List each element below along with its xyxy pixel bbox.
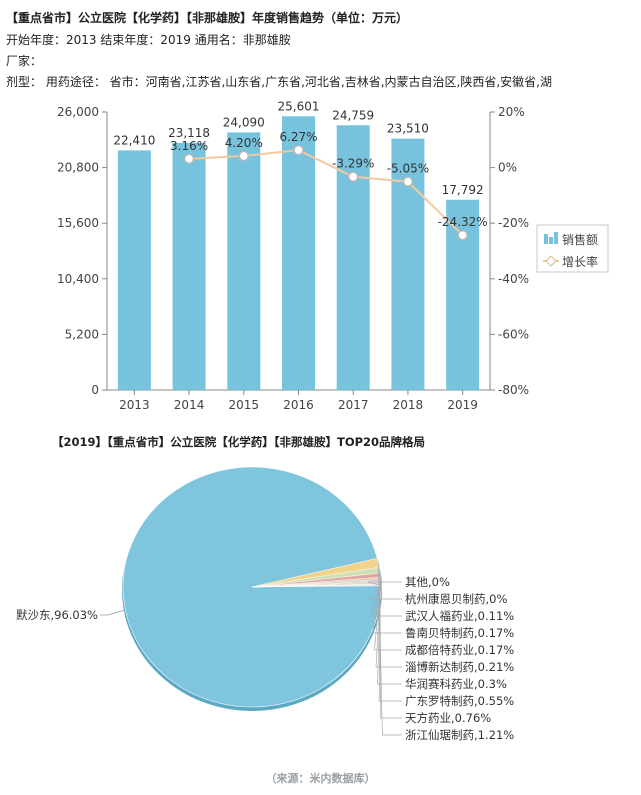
factory-filter: 厂家： — [6, 54, 43, 68]
pie-label: 其他,0% — [405, 575, 450, 589]
pie-leader-line — [378, 562, 402, 736]
pie-label: 成都倍特药业,0.17% — [405, 643, 514, 657]
sales-trend-chart: 0 5,200 10,400 15,600 20,800 26,000 -80% -60% -4… — [57, 99, 609, 412]
pie-label: 天方药业,0.76% — [405, 711, 491, 725]
pie-leader-line — [367, 581, 402, 586]
report-meta: 开始年度：2013 结束年度：2019 通用名：非那雄胺 — [6, 33, 291, 47]
right-axis-tick-label: -60% — [498, 327, 529, 341]
right-axis-tick-label: -40% — [498, 272, 529, 286]
left-axis-tick-label: 15,600 — [57, 216, 99, 230]
right-axis-tick-label: -20% — [498, 216, 529, 230]
legend-label-growth: 增长率 — [562, 254, 598, 269]
x-axis-tick-label: 2016 — [283, 398, 314, 412]
right-axis-tick-label: 20% — [498, 105, 525, 119]
growth-rate-point — [238, 150, 250, 162]
growth-rate-point — [183, 153, 195, 165]
bar-value-label: 17,792 — [442, 183, 484, 197]
bar-2017 — [336, 125, 370, 390]
legend-line-marker — [545, 255, 557, 267]
bar-2013 — [117, 150, 151, 390]
pie-leader-line — [372, 582, 402, 634]
pie-leader-line — [379, 570, 402, 719]
pie-title: 【2019】【重点省市】公立医院【化学药】【非那雄胺】TOP20品牌格局 — [52, 435, 426, 449]
brand-share-pie-chart: 默沙东,96.03% 其他,0% 杭州康恩贝制药,0% 武汉人福药业,0.11% 鲁南贝… — [16, 466, 514, 742]
bar-2014 — [172, 142, 206, 390]
pie-label: 默沙东,96.03% — [16, 608, 98, 622]
pie-leader-line — [378, 575, 402, 702]
growth-rate-label: -24.32% — [438, 215, 488, 229]
pie-leader-line — [100, 609, 126, 616]
right-axis-tick-label: 0% — [498, 161, 517, 175]
growth-rate-label: 4.20% — [225, 136, 263, 150]
x-axis-tick-label: 2018 — [393, 398, 424, 412]
x-axis-tick-label: 2017 — [338, 398, 369, 412]
bar-2018 — [391, 138, 425, 390]
growth-rate-label: 3.16% — [170, 139, 208, 153]
pie-leader-line — [368, 584, 402, 600]
route-province-filter: 剂型： 用药途径： 省市：河南省,江苏省,山东省,广东省,河北省,吉林省,内蒙古… — [6, 75, 552, 89]
bar-2016 — [282, 116, 315, 390]
growth-rate-point — [347, 171, 359, 182]
right-axis-tick-label: -80% — [498, 383, 529, 397]
pie-label: 华润赛科药业,0.3% — [405, 677, 507, 691]
left-axis-tick-label: 20,800 — [57, 161, 99, 175]
growth-rate-point — [293, 144, 304, 156]
legend-bar-swatch — [554, 232, 558, 244]
left-axis-tick-label: 0 — [91, 383, 99, 397]
growth-rate-label: 6.27% — [279, 130, 317, 144]
bar-value-label: 25,601 — [278, 99, 320, 113]
bar-value-label: 24,759 — [332, 108, 374, 122]
bar-2015 — [227, 132, 261, 390]
bar-value-label: 22,410 — [113, 133, 155, 147]
growth-rate-line — [189, 149, 464, 236]
growth-rate-label: -5.05% — [387, 162, 429, 176]
bar-value-label: 23,118 — [168, 126, 210, 140]
bar-value-label: 23,510 — [387, 122, 429, 136]
left-axis-tick-label: 10,400 — [57, 272, 99, 286]
growth-rate-point — [457, 229, 468, 241]
left-axis-tick-label: 5,200 — [65, 327, 99, 341]
pie-label: 淄博新达制药,0.21% — [405, 660, 514, 674]
legend-bar-swatch — [549, 237, 553, 244]
pie-label: 杭州康恩贝制药,0% — [405, 592, 507, 606]
growth-rate-label: -3.29% — [332, 157, 374, 171]
pie-label: 武汉人福药业,0.11% — [405, 609, 514, 623]
legend-bar-swatch — [544, 234, 548, 244]
x-axis-tick-label: 2019 — [447, 398, 478, 412]
pie-leader-line — [370, 583, 402, 617]
legend-label-sales: 销售额 — [562, 232, 598, 247]
pie-label: 鲁南贝特制药,0.17% — [405, 626, 514, 640]
source-note: （来源：米内数据库） — [265, 772, 376, 785]
left-axis-tick-label: 26,000 — [57, 105, 99, 119]
pie-leader-line — [374, 581, 402, 651]
x-axis-tick-label: 2015 — [229, 398, 260, 412]
growth-rate-point — [402, 176, 414, 187]
bar-value-label: 24,090 — [223, 115, 265, 129]
x-axis-tick-label: 2014 — [174, 398, 205, 412]
pie-label: 广东罗特制药,0.55% — [405, 694, 514, 708]
report-title: 【重点省市】公立医院【化学药】【非那雄胺】年度销售趋势（单位：万元） — [6, 11, 409, 25]
pie-label: 浙江仙琚制药,1.21% — [405, 728, 514, 742]
x-axis-tick-label: 2013 — [119, 398, 150, 412]
